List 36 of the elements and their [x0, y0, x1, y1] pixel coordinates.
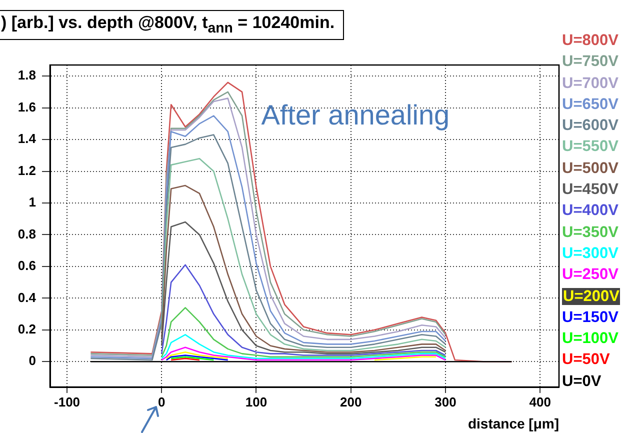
text: U=400V: [562, 201, 618, 222]
y-tick-label: 0.2: [18, 321, 36, 336]
text: U=100V: [562, 329, 618, 350]
legend-label: U=0V: [562, 372, 602, 392]
y-tick-label: 1: [28, 194, 36, 210]
text: U=500V: [562, 158, 618, 179]
text: U=450V: [562, 180, 618, 200]
text: U=350V: [562, 222, 618, 243]
y-tick-label: 0.6: [18, 258, 36, 274]
text: U=800V: [562, 31, 618, 51]
y-tick-label: 0.4: [18, 290, 37, 305]
text: U=650V: [562, 94, 618, 115]
x-tick-label: 200: [340, 394, 362, 410]
text: U=700V: [562, 74, 618, 94]
text: U=150V: [562, 308, 618, 328]
text: U=300V: [562, 244, 618, 264]
text: U=600V: [562, 116, 618, 136]
y-tick-label: 1.8: [18, 68, 36, 83]
x-tick-label: 0: [158, 394, 166, 410]
x-axis-title: distance [μm]: [468, 415, 559, 432]
chart-title: ) [arb.] vs. depth @800V, t$_{ann}$ = 10240min.: [0, 10, 344, 40]
text: U=50V: [562, 350, 610, 370]
text: U=200V: [562, 288, 620, 305]
x-tick-label: 400: [529, 394, 551, 410]
y-tick-label: 0: [28, 353, 36, 368]
y-tick-label: 1.6: [18, 99, 36, 114]
text: U=750V: [562, 52, 618, 72]
text: U=550V: [562, 137, 618, 158]
y-tick-label: 0.8: [18, 226, 36, 242]
x-tick-label: 300: [434, 394, 456, 410]
x-tick-label: -100: [54, 394, 80, 410]
text: U=250V: [562, 265, 618, 286]
y-tick-label: 1.2: [18, 162, 36, 178]
y-tick-label: 1.4: [18, 131, 37, 146]
annotation: After annealing: [261, 100, 450, 131]
x-tick-label: 100: [245, 394, 268, 410]
